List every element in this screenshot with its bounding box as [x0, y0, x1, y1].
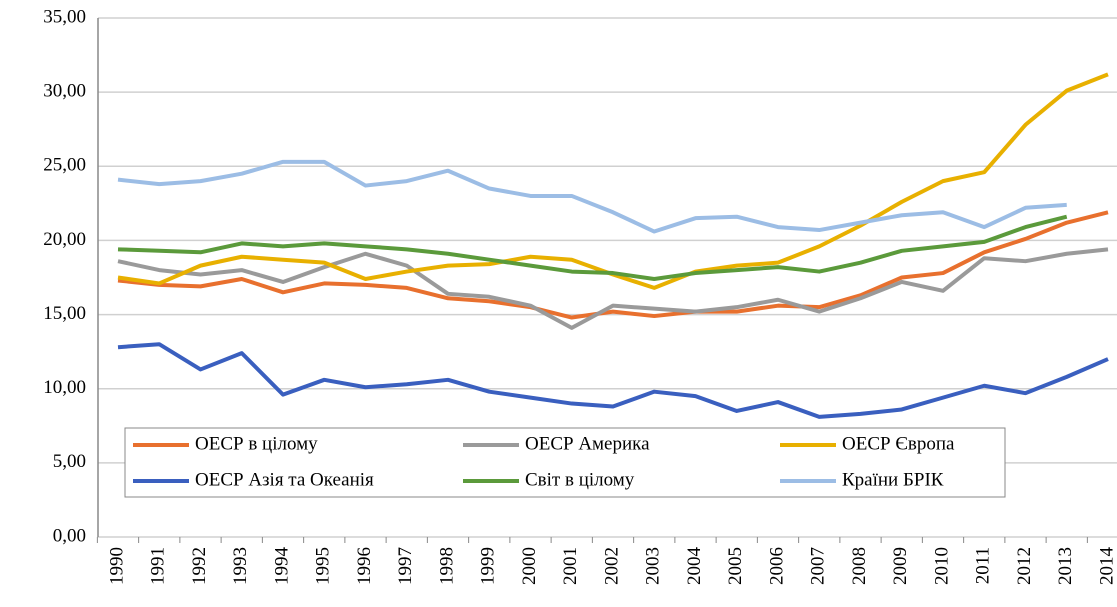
y-tick-label: 5,00	[53, 451, 86, 472]
x-tick-label: 1996	[354, 547, 375, 585]
x-tick-label: 1995	[313, 547, 334, 585]
x-tick-label: 2014	[1096, 547, 1117, 586]
series-line	[117, 214, 1068, 281]
y-tick-label: 0,00	[53, 525, 86, 546]
x-tick-label: 2006	[766, 547, 787, 585]
legend-label: Країни БРІК	[842, 469, 944, 490]
x-tick-label: 2000	[519, 547, 540, 585]
x-tick-label: 2013	[1055, 547, 1076, 585]
series-line	[117, 342, 1109, 419]
legend-label: ОЕСР Азія та Океанія	[195, 469, 374, 490]
legend-box	[124, 427, 1006, 498]
series-line	[117, 159, 1067, 234]
y-tick-label: 15,00	[43, 303, 86, 324]
legend-label: ОЕСР Європа	[842, 433, 955, 454]
x-tick-label: 2003	[643, 547, 664, 585]
x-tick-label: 2010	[931, 547, 952, 585]
x-tick-label: 2009	[890, 547, 911, 585]
x-tick-label: 1991	[148, 547, 169, 585]
x-tick-label: 1993	[230, 547, 251, 585]
x-tick-label: 1992	[189, 547, 210, 585]
series-line	[117, 72, 1109, 290]
x-tick-label: 2007	[808, 547, 829, 585]
legend-label: Світ в цілому	[525, 469, 635, 490]
x-tick-label: 2012	[1014, 547, 1035, 585]
y-tick-label: 25,00	[43, 155, 86, 176]
y-tick-label: 30,00	[43, 81, 86, 102]
x-tick-label: 2011	[973, 547, 994, 584]
x-tick-label: 1994	[271, 547, 292, 586]
series-line	[117, 247, 1109, 330]
series-line	[117, 210, 1109, 320]
x-tick-label: 2004	[684, 547, 705, 586]
y-tick-label: 35,00	[43, 6, 86, 27]
x-tick-label: 2002	[601, 547, 622, 585]
x-tick-label: 1998	[436, 547, 457, 585]
legend-label: ОЕСР в цілому	[195, 433, 318, 454]
y-tick-label: 20,00	[43, 229, 86, 250]
y-tick-label: 10,00	[43, 377, 86, 398]
x-tick-label: 1997	[395, 547, 416, 585]
x-tick-label: 1990	[106, 547, 127, 585]
x-tick-label: 2001	[560, 547, 581, 585]
x-tick-label: 2008	[849, 547, 870, 585]
x-tick-label: 1999	[478, 547, 499, 585]
legend-label: ОЕСР Америка	[525, 433, 650, 454]
x-tick-label: 2005	[725, 547, 746, 585]
